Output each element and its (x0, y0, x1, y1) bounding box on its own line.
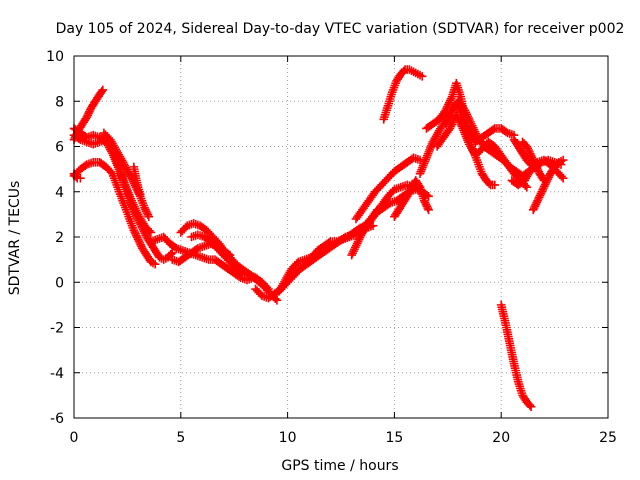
series-trace-11 (187, 230, 273, 294)
series-trace-16 (343, 221, 378, 242)
data-point (424, 205, 433, 215)
axes: 0 5 10 15 20 25 -6 -4 -2 0 2 4 6 8 10 (46, 49, 617, 446)
data-point (167, 248, 177, 258)
chart-title: Day 105 of 2024, Sidereal Day-to-day VTE… (56, 21, 625, 37)
y-tick-label: -4 (50, 366, 64, 382)
data-point (98, 85, 108, 95)
x-tick-label: 15 (385, 430, 403, 446)
data-point (558, 155, 568, 165)
data-point (484, 179, 494, 188)
data-point (399, 66, 408, 76)
data-point (166, 250, 176, 259)
data-point (135, 189, 145, 199)
data-point (97, 87, 107, 96)
y-tick-label: 8 (55, 94, 64, 110)
series-trace-26 (518, 137, 549, 185)
data-point (539, 176, 549, 185)
y-tick-label: 4 (55, 185, 64, 201)
series-trace-17 (390, 176, 433, 221)
x-axis-label: GPS time / hours (281, 458, 398, 474)
x-tick-label: 25 (599, 430, 617, 446)
y-tick-label: 6 (55, 140, 64, 156)
x-tick-label: 5 (176, 430, 185, 446)
series-trace-15 (351, 153, 425, 224)
data-point (76, 173, 85, 183)
data-point (144, 212, 154, 221)
series-trace-6 (99, 128, 154, 221)
series-trace-7 (129, 162, 145, 199)
data-point (525, 400, 534, 410)
y-tick-label: -2 (50, 321, 64, 337)
data-point (558, 173, 568, 183)
data-point (264, 284, 273, 294)
data-point (417, 72, 427, 81)
y-axis-label: SDTVAR / TECUs (7, 181, 23, 296)
x-tick-label: 0 (70, 430, 79, 446)
x-tick-label: 20 (492, 430, 510, 446)
data-point (490, 180, 500, 190)
data-point (146, 228, 156, 237)
data-point (150, 259, 160, 269)
y-tick-label: 10 (46, 49, 64, 65)
y-tick-label: -6 (50, 411, 64, 427)
series-trace-3 (69, 158, 160, 269)
data-point (522, 182, 532, 192)
x-tick-label: 10 (279, 430, 297, 446)
data-point (368, 221, 378, 230)
data-point (272, 296, 282, 305)
y-tick-label: 0 (55, 275, 64, 291)
data-points (69, 65, 568, 411)
series-trace-18 (379, 65, 427, 124)
series-trace-4 (69, 124, 156, 237)
series-trace-27 (496, 300, 536, 411)
data-point (526, 402, 536, 411)
y-tick-label: 2 (55, 230, 64, 246)
